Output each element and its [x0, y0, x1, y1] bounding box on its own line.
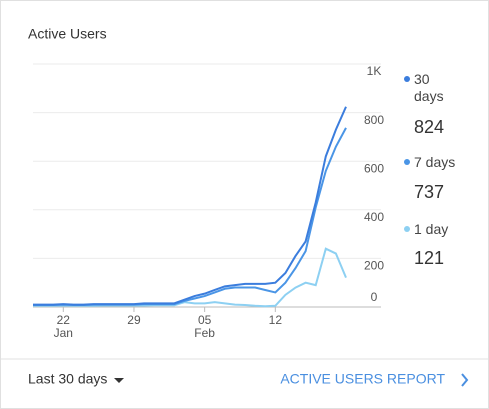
y-tick-label: 1K — [367, 64, 382, 78]
legend-dot — [404, 76, 410, 82]
y-tick-label: 0 — [371, 290, 378, 304]
legend-value: 121 — [414, 248, 445, 268]
chart-title: Active Users — [28, 26, 107, 42]
report-link[interactable]: ACTIVE USERS REPORT — [280, 371, 445, 387]
series-line — [33, 127, 347, 307]
legend-value: 824 — [414, 117, 445, 137]
y-tick-label: 800 — [364, 113, 384, 127]
legend-dot — [404, 159, 410, 165]
legend-label: 30 days — [414, 71, 444, 104]
legend-dot — [404, 226, 410, 232]
chevron[interactable] — [461, 373, 469, 387]
legend-label: 1 day — [414, 221, 449, 237]
x-tick-label: 22 — [57, 313, 71, 327]
series-line — [33, 106, 347, 306]
x-month-label: Jan — [54, 326, 73, 340]
x-tick-label: 29 — [127, 313, 141, 327]
y-tick-label: 600 — [364, 161, 384, 175]
x-tick-label: 05 — [198, 313, 212, 327]
dropdown-arrow[interactable] — [114, 378, 124, 383]
x-tick-label: 12 — [269, 313, 283, 327]
y-tick-label: 200 — [364, 259, 384, 273]
legend-label: 7 days — [414, 154, 456, 170]
x-month-label: Feb — [194, 326, 215, 340]
date-range[interactable]: Last 30 days — [28, 371, 107, 387]
legend-value: 737 — [414, 182, 445, 202]
y-tick-label: 400 — [364, 210, 384, 224]
